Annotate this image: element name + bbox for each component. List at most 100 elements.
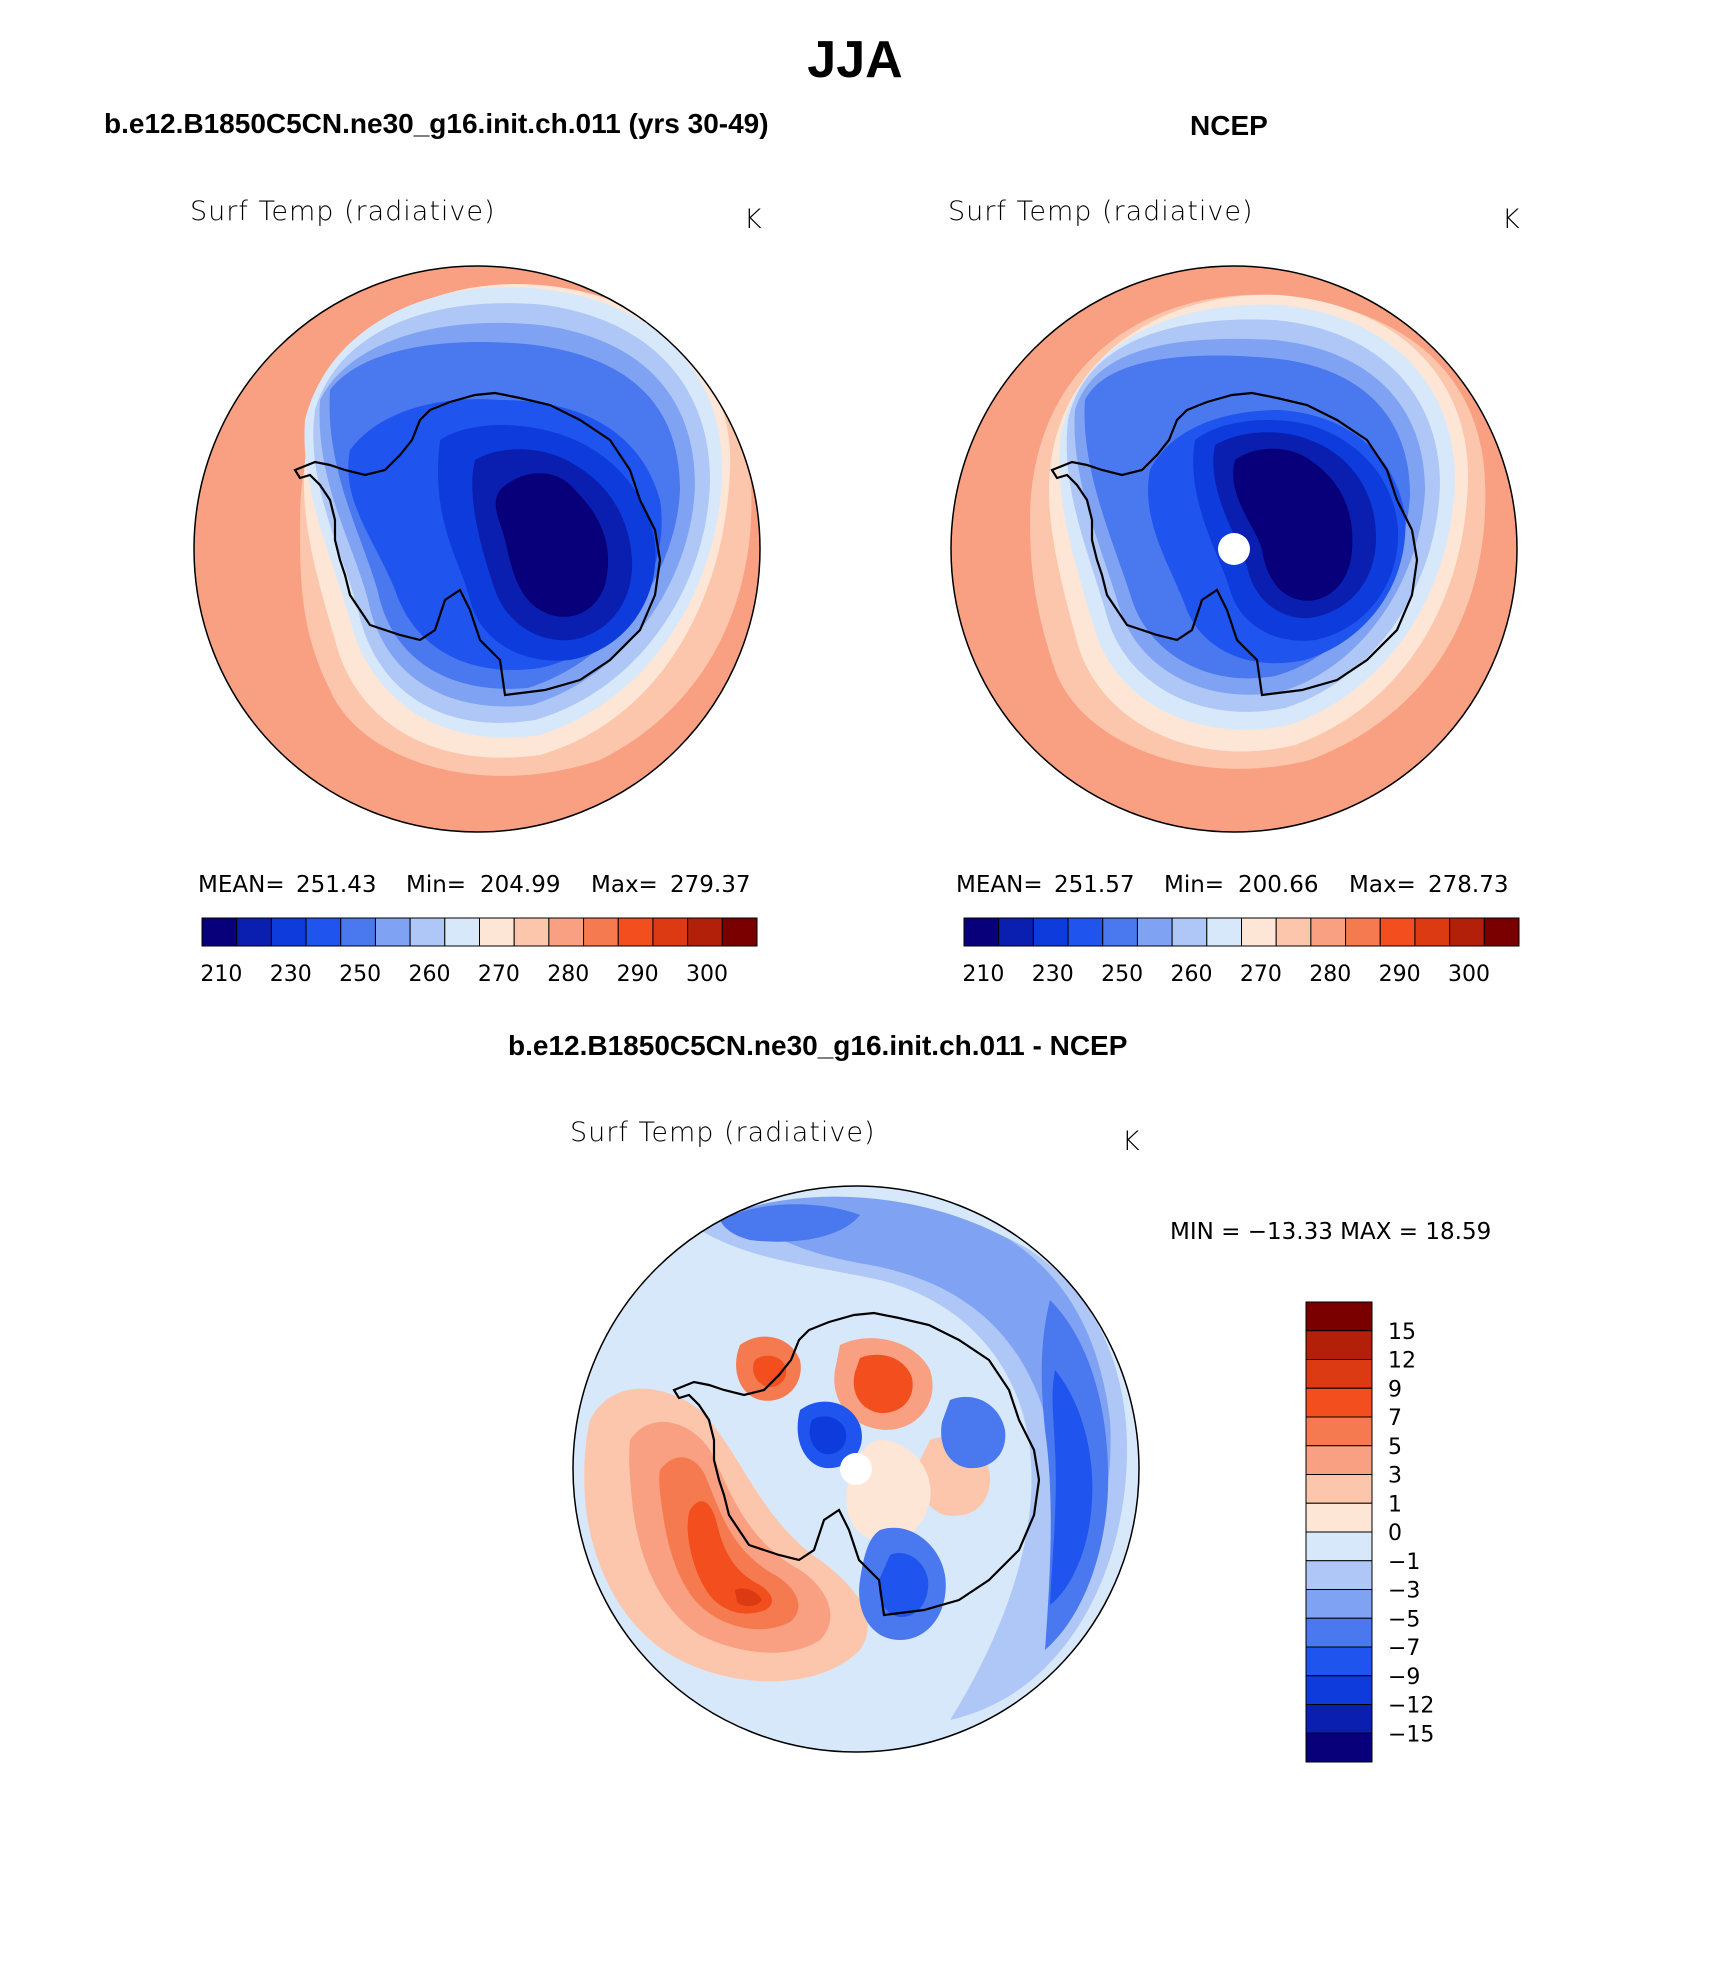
panel2-colorbar-box-10 <box>1310 917 1347 947</box>
p3-red-n2 <box>853 1354 913 1414</box>
panel1-units: K <box>744 204 763 235</box>
panel1-colorbar-box-5 <box>374 917 411 947</box>
panel1-colorbar-tick-3: 260 <box>408 962 450 987</box>
panel1-map <box>194 266 760 832</box>
panel2-colorbar-box-5 <box>1136 917 1173 947</box>
panel1-colorbar-box-0 <box>201 917 238 947</box>
panel2-min-label: Min= <box>1164 872 1225 898</box>
panel2-min-value: 200.66 <box>1238 872 1319 898</box>
panel2-colorbar-box-14 <box>1449 917 1485 947</box>
panel1-colorbar-box-15 <box>721 917 758 947</box>
panel3-colorbar-box-12 <box>1305 1646 1373 1677</box>
panel1-max-value: 279.37 <box>670 872 751 898</box>
panel3-colorbar-box-7 <box>1305 1502 1373 1533</box>
panel1-max-label: Max= <box>591 872 658 898</box>
panel2-max-value: 278.73 <box>1428 872 1509 898</box>
panel1-colorbar-tick-6: 290 <box>617 962 659 987</box>
panel1-colorbar-box-14 <box>687 917 723 947</box>
panel2-colorbar-box-12 <box>1379 917 1416 947</box>
panel1-mean-label: MEAN= <box>198 872 285 898</box>
panel1-colorbar-tick-1: 230 <box>270 962 312 987</box>
p3-ring-blue2 <box>740 1196 1111 1620</box>
panel1-map-border <box>193 265 761 833</box>
panel3-colorbar-box-15 <box>1305 1732 1373 1763</box>
p3-blue-core2 <box>809 1416 847 1455</box>
panel3-colorbar: 15 12 9 7 5 3 1 0 −1 −3 −5 −7 −9 −12 −15 <box>1305 1301 1434 1763</box>
panel3-colorbar-box-14 <box>1305 1704 1373 1734</box>
panel1-colorbar-tick-7: 300 <box>686 962 728 987</box>
panel2-mean-value: 251.57 <box>1054 872 1135 898</box>
panel1-colorbar: 210 230 250 260 270 280 290 300 <box>200 917 758 987</box>
panel1-title: b.e12.B1850C5CN.ne30_g16.init.ch.011 (yr… <box>104 108 769 139</box>
panel2-colorbar-box-2 <box>1032 917 1069 947</box>
p3-red-4 <box>687 1501 772 1614</box>
panel3-colorbar-tick-8: −1 <box>1388 1550 1420 1575</box>
panel2-colorbar-box-8 <box>1241 917 1277 947</box>
panel1-colorbar-box-13 <box>652 917 689 947</box>
panel2-max-label: Max= <box>1349 872 1416 898</box>
panel1-colorbar-tick-4: 270 <box>478 962 520 987</box>
panel3-colorbar-box-4 <box>1305 1416 1373 1447</box>
panel3-colorbar-box-6 <box>1305 1474 1373 1504</box>
panel2-colorbar-box-0 <box>963 917 1000 947</box>
panel3-colorbar-tick-11: −7 <box>1388 1636 1420 1661</box>
panel3-colorbar-box-0 <box>1305 1301 1373 1332</box>
panel2-colorbar-box-7 <box>1206 917 1242 947</box>
panel3-units: K <box>1122 1126 1141 1157</box>
p3-blue-se2 <box>878 1552 929 1618</box>
panel2-mean-label: MEAN= <box>956 872 1043 898</box>
panel3-colorbar-box-5 <box>1305 1445 1373 1475</box>
panel2-title: NCEP <box>1190 110 1268 141</box>
panel3-colorbar-box-9 <box>1305 1560 1373 1590</box>
panel1-mean-value: 251.43 <box>296 872 377 898</box>
panel3-colorbar-box-3 <box>1305 1387 1373 1418</box>
panel3-colorbar-tick-13: −12 <box>1388 1694 1434 1719</box>
p3-blue-ne <box>941 1396 1006 1469</box>
panel2-colorbar-box-11 <box>1345 917 1381 947</box>
panel3-map-border <box>572 1185 1140 1753</box>
panel3-colorbar-box-11 <box>1305 1617 1373 1648</box>
p3-red-nw2 <box>753 1355 787 1387</box>
panel1-colorbar-box-11 <box>583 917 619 947</box>
panel3-colorbar-tick-10: −5 <box>1388 1607 1420 1632</box>
panel2-colorbar-box-6 <box>1171 917 1208 947</box>
panel3-colorbar-tick-0: 15 <box>1388 1320 1416 1345</box>
panel1-colorbar-box-3 <box>305 917 342 947</box>
panel2-colorbar-tick-3: 260 <box>1170 962 1212 987</box>
panel3-colorbar-tick-1: 12 <box>1388 1349 1416 1374</box>
panel1-min-label: Min= <box>406 872 467 898</box>
p3-blue-east <box>1050 1370 1093 1605</box>
panel1-colorbar-tick-2: 250 <box>339 962 381 987</box>
p3-pole-hole <box>840 1453 872 1485</box>
panel3-colorbar-tick-7: 0 <box>1388 1521 1402 1546</box>
panel2-colorbar-tick-4: 270 <box>1240 962 1282 987</box>
panel1-field-label: Surf Temp (radiative) <box>190 196 496 227</box>
panel2-colorbar-box-3 <box>1067 917 1104 947</box>
panel2-field-label: Surf Temp (radiative) <box>948 196 1254 227</box>
panel3-colorbar-box-2 <box>1305 1359 1373 1389</box>
panel1-colorbar-box-8 <box>479 917 515 947</box>
panel2-colorbar-tick-7: 300 <box>1448 962 1490 987</box>
panel2-colorbar-box-15 <box>1483 917 1520 947</box>
p3-antarctica-coast <box>672 1311 1041 1617</box>
p3-red-3 <box>659 1457 799 1630</box>
panel3-field-label: Surf Temp (radiative) <box>570 1117 876 1148</box>
panel3-colorbar-tick-9: −3 <box>1388 1579 1420 1604</box>
p2-antarctica-coast <box>1050 391 1419 697</box>
panel2-colorbar-box-9 <box>1275 917 1312 947</box>
panel2-colorbar-box-13 <box>1414 917 1451 947</box>
panel3-colorbar-tick-14: −15 <box>1388 1722 1434 1747</box>
panel1-colorbar-box-6 <box>409 917 446 947</box>
panel2-colorbar-tick-6: 290 <box>1379 962 1421 987</box>
panel3-colorbar-tick-5: 3 <box>1388 1464 1402 1489</box>
panel3-colorbar-tick-2: 9 <box>1388 1377 1402 1402</box>
p3-blue-top <box>720 1204 860 1242</box>
panel1-colorbar-box-4 <box>340 917 376 947</box>
p2-band-210 <box>1233 448 1353 601</box>
panel3-colorbar-tick-6: 1 <box>1388 1492 1402 1517</box>
panel3-colorbar-box-1 <box>1305 1330 1373 1360</box>
panel1-colorbar-box-1 <box>236 917 272 947</box>
panel2-colorbar: 210 230 250 260 270 280 290 300 <box>962 917 1520 987</box>
panel2-map-border <box>950 265 1518 833</box>
panel2-colorbar-box-4 <box>1102 917 1138 947</box>
